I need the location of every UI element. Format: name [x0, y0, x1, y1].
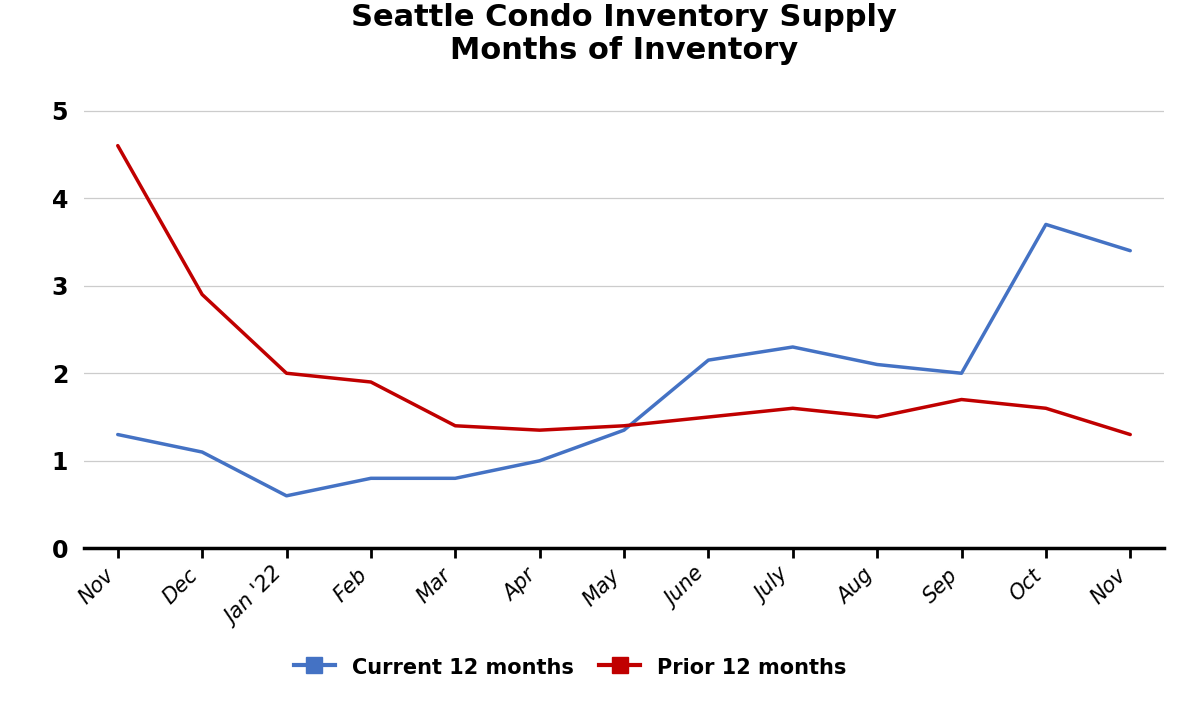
Legend: Current 12 months, Prior 12 months: Current 12 months, Prior 12 months: [286, 648, 854, 686]
Title: Seattle Condo Inventory Supply
Months of Inventory: Seattle Condo Inventory Supply Months of…: [352, 3, 896, 65]
